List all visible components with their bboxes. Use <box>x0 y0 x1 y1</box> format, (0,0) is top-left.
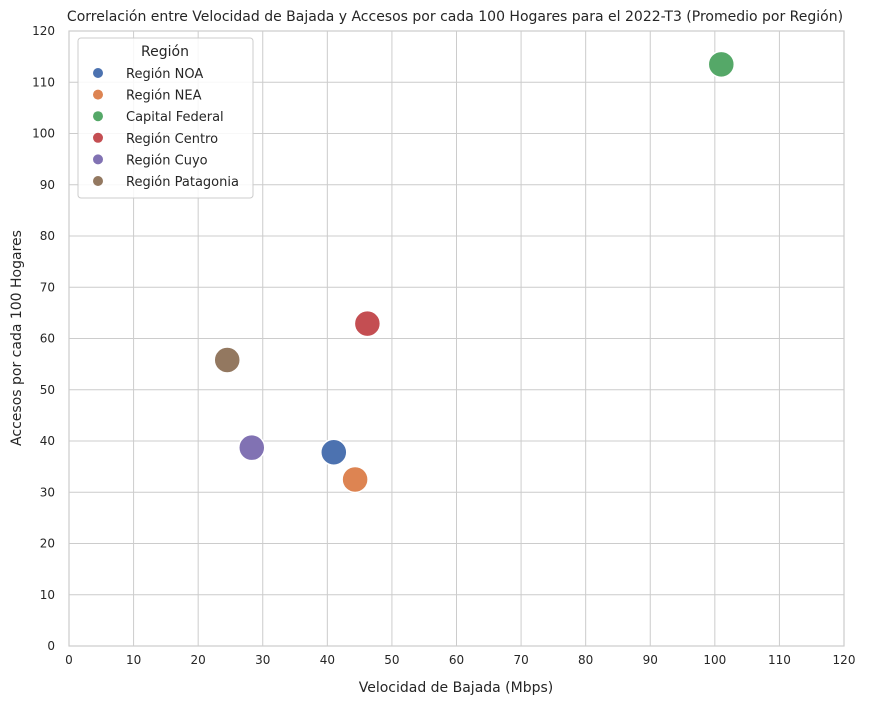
legend-marker <box>93 154 103 165</box>
legend-label: Región Patagonia <box>126 175 239 190</box>
data-point <box>341 465 369 494</box>
y-tick-label: 60 <box>40 332 55 346</box>
y-tick-label: 120 <box>32 24 55 38</box>
legend-title: Región <box>141 44 189 60</box>
x-tick-label: 20 <box>191 653 206 667</box>
x-tick-label: 100 <box>703 653 726 667</box>
y-tick-label: 100 <box>32 127 55 141</box>
legend-marker <box>93 176 103 186</box>
y-axis-ticks: 0 10 20 30 40 50 60 70 80 90 100 110 120 <box>32 24 55 653</box>
data-point <box>707 50 736 79</box>
legend-label: Región Centro <box>126 132 218 147</box>
y-tick-label: 50 <box>40 383 55 397</box>
data-point <box>238 433 266 462</box>
x-tick-label: 40 <box>320 653 335 667</box>
data-points <box>213 50 736 494</box>
legend-box <box>77 37 254 199</box>
x-tick-label: 60 <box>449 653 464 667</box>
x-tick-label: 0 <box>65 653 73 667</box>
y-tick-label: 0 <box>47 639 55 653</box>
legend-label: Región Cuyo <box>126 153 208 168</box>
legend-label: Región NEA <box>126 89 202 104</box>
data-point <box>320 438 348 467</box>
legend-label: Capital Federal <box>126 110 224 125</box>
x-axis-ticks: 0 10 20 30 40 50 60 70 80 90 100 110 120 <box>65 653 855 667</box>
x-tick-label: 30 <box>255 653 270 667</box>
y-tick-label: 90 <box>40 178 55 192</box>
data-point <box>353 309 382 338</box>
legend: Región Región NOA Región NEA Capital Feder… <box>77 37 254 199</box>
x-tick-label: 80 <box>578 653 593 667</box>
legend-label: Región NOA <box>126 67 203 82</box>
y-axis-label: Accesos por cada 100 Hogares <box>9 230 25 446</box>
y-tick-label: 40 <box>40 434 55 448</box>
y-tick-label: 30 <box>40 485 55 499</box>
x-axis-label: Velocidad de Bajada (Mbps) <box>359 680 554 696</box>
x-tick-label: 120 <box>833 653 856 667</box>
data-point <box>213 346 241 374</box>
x-tick-label: 10 <box>126 653 141 667</box>
y-tick-label: 10 <box>40 588 55 602</box>
x-tick-label: 50 <box>384 653 399 667</box>
plot-frame <box>68 30 845 647</box>
chart-title: Correlación entre Velocidad de Bajada y … <box>67 9 843 25</box>
x-tick-label: 90 <box>643 653 658 667</box>
y-tick-label: 80 <box>40 229 55 243</box>
legend-items: Región NOA Región NEA Capital Federal Regió… <box>93 67 239 190</box>
x-tick-label: 110 <box>768 653 791 667</box>
y-tick-label: 110 <box>32 75 55 89</box>
y-tick-label: 70 <box>40 280 55 294</box>
legend-marker <box>93 111 103 122</box>
legend-marker <box>93 68 103 78</box>
legend-marker <box>93 132 103 143</box>
y-tick-label: 20 <box>40 537 55 551</box>
legend-marker <box>93 89 103 100</box>
x-tick-label: 70 <box>513 653 528 667</box>
